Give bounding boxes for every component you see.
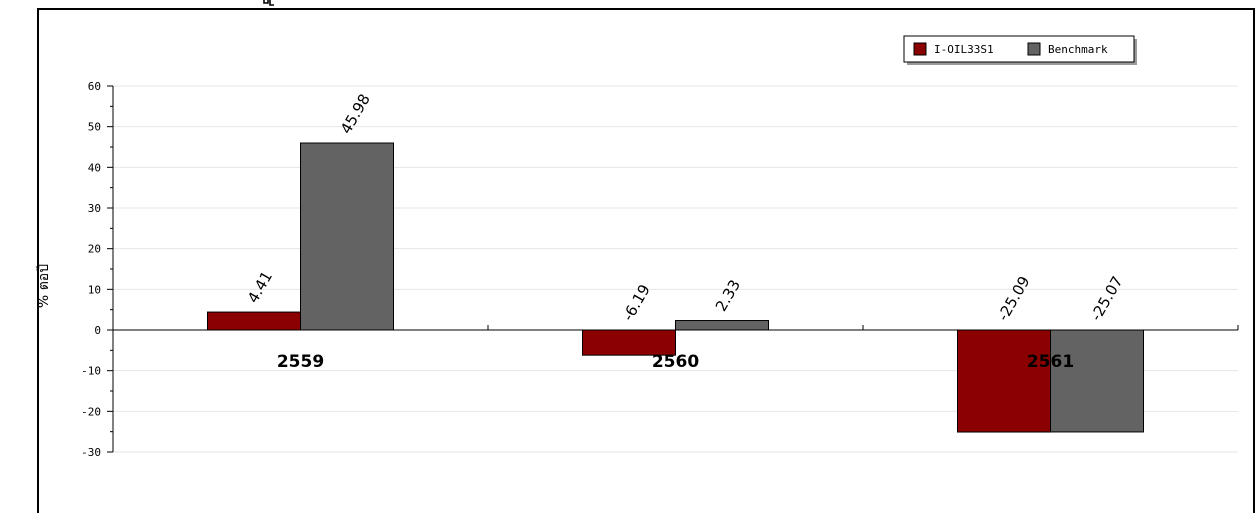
bar-i-oil33s1-2561 <box>957 329 1051 433</box>
category-label: 2560 <box>652 352 699 372</box>
axes <box>107 85 1239 453</box>
legend-swatch <box>1027 42 1041 56</box>
legend-box <box>903 35 1135 63</box>
y-tick-label: 30 <box>88 202 101 215</box>
bar-i-oil33s1-2559 <box>207 311 301 331</box>
bar-i-oil33s1-2560 <box>582 329 676 356</box>
chart-frame <box>37 8 1255 513</box>
y-tick-label: -30 <box>81 446 101 459</box>
legend-label: Benchmark <box>1048 43 1108 56</box>
y-tick-label: 20 <box>88 243 101 256</box>
category-label: 2559 <box>277 352 324 372</box>
y-tick-label: 10 <box>88 283 101 296</box>
y-tick-labels: 60 50 40 30 20 10 0 -10 -20 -30 <box>81 80 101 459</box>
y-axis-title: % ต่อปี <box>36 264 52 308</box>
legend: I-OIL33S1 Benchmark <box>903 35 1137 65</box>
data-label: 45.98 <box>337 91 374 137</box>
bar-benchmark-2559 <box>300 142 394 331</box>
y-tick-label: -10 <box>81 365 101 378</box>
bar-benchmark-2561 <box>1050 329 1144 433</box>
category-labels: 2559 2560 2561 <box>277 352 1074 372</box>
y-tick-label: 40 <box>88 161 101 174</box>
top-clipped-glyph <box>263 0 274 6</box>
bars <box>207 142 1144 433</box>
y-tick-label: 0 <box>94 324 101 337</box>
data-label: -25.09 <box>994 273 1034 324</box>
y-tick-label: -20 <box>81 405 101 418</box>
bar-benchmark-2560 <box>675 320 769 331</box>
legend-swatch <box>913 42 927 56</box>
y-tick-label: 60 <box>88 80 101 93</box>
category-label: 2561 <box>1027 352 1074 372</box>
data-label: -25.07 <box>1087 273 1127 324</box>
data-label: 2.33 <box>712 277 744 315</box>
y-tick-label: 50 <box>88 121 101 134</box>
data-label: -6.19 <box>619 281 654 324</box>
data-label: 4.41 <box>244 268 276 306</box>
legend-label: I-OIL33S1 <box>934 43 994 56</box>
